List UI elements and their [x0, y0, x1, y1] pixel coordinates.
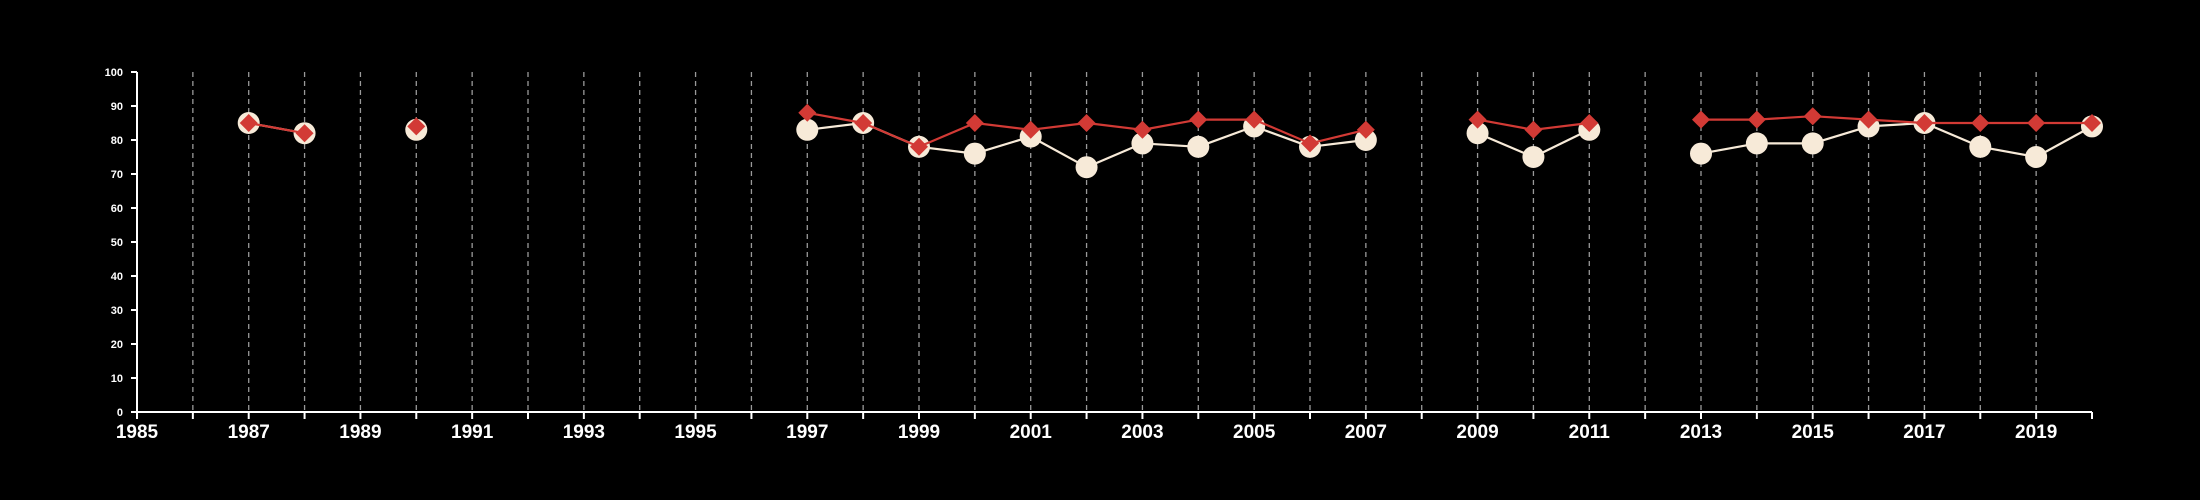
circle-point-2019 — [2025, 146, 2048, 168]
y-tick-label-50: 50 — [111, 237, 123, 249]
diamond-point-1997 — [798, 103, 817, 122]
x-tick-label-1993: 1993 — [563, 422, 605, 443]
circle-point-2007 — [1354, 129, 1377, 151]
y-tick-label-80: 80 — [111, 135, 123, 147]
circle-point-1997 — [796, 118, 819, 141]
series-1-segment-1999 — [918, 121, 976, 148]
series-1-segment-2000 — [974, 121, 1031, 131]
x-tick-label-2003: 2003 — [1121, 422, 1163, 443]
circle-point-2003 — [1131, 132, 1154, 155]
y-tick-label-70: 70 — [111, 169, 123, 181]
series-1-segment-1998 — [862, 121, 920, 148]
x-tick-label-1997: 1997 — [786, 422, 828, 443]
diamond-point-2015 — [1803, 107, 1822, 126]
y-tick-label-30: 30 — [111, 305, 123, 317]
diamond-point-2011 — [1580, 114, 1599, 132]
series-1-segment-2006 — [1309, 128, 1367, 145]
circle-point-2009 — [1466, 122, 1489, 145]
series-1-segment-2016 — [1868, 118, 1925, 125]
diamond-point-1990 — [407, 117, 426, 136]
diamond-point-2013 — [1692, 110, 1710, 129]
circle-point-2004 — [1187, 135, 1210, 158]
y-tick-label-10: 10 — [111, 373, 123, 385]
x-tick-label-2007: 2007 — [1345, 422, 1387, 443]
diamond-point-2014 — [1747, 110, 1766, 129]
diamond-point-2010 — [1524, 120, 1543, 139]
diamond-point-2009 — [1468, 110, 1487, 129]
circle-point-2002 — [1075, 156, 1098, 179]
x-tick-label-2001: 2001 — [1010, 422, 1053, 443]
diamond-point-1987 — [239, 114, 258, 132]
circle-point-2015 — [1801, 132, 1824, 155]
series-1-segment-2003 — [1142, 118, 1199, 131]
diamond-point-2000 — [965, 114, 984, 132]
y-tick-label-20: 20 — [111, 339, 123, 351]
series-1-segment-1997 — [807, 111, 864, 125]
circle-point-2013 — [1690, 142, 1712, 165]
circle-point-2010 — [1522, 146, 1545, 168]
x-tick-label-2017: 2017 — [1903, 422, 1945, 443]
x-tick-label-1989: 1989 — [339, 422, 381, 443]
y-tick-label-0: 0 — [117, 407, 123, 419]
series-1-segment-2002 — [1086, 121, 1143, 131]
x-tick-label-2005: 2005 — [1233, 422, 1276, 443]
diamond-point-2007 — [1356, 120, 1375, 139]
circle-point-2018 — [1969, 135, 1992, 158]
x-tick-label-2019: 2019 — [2015, 422, 2057, 443]
diamond-point-2018 — [1971, 114, 1990, 132]
x-tick-label-2009: 2009 — [1456, 422, 1498, 443]
diamond-point-2001 — [1021, 120, 1040, 139]
series-1-segment-2010 — [1533, 121, 1590, 131]
y-tick-label-60: 60 — [111, 203, 123, 215]
series-1-segment-2015 — [1812, 115, 1869, 121]
diamond-point-2005 — [1245, 110, 1264, 129]
series-1-segment-2005 — [1253, 118, 1311, 145]
y-tick-label-40: 40 — [111, 271, 123, 283]
diamond-point-2019 — [2027, 114, 2046, 132]
x-tick-label-1987: 1987 — [228, 422, 270, 443]
diamond-point-2016 — [1859, 110, 1878, 129]
x-tick-label-1995: 1995 — [674, 422, 717, 443]
x-tick-label-1985: 1985 — [116, 422, 159, 443]
series-1-segment-1987 — [248, 121, 305, 135]
diamond-point-2002 — [1077, 114, 1096, 132]
diamond-point-2006 — [1301, 134, 1319, 153]
x-tick-label-2013: 2013 — [1680, 422, 1722, 443]
y-tick-label-90: 90 — [111, 101, 123, 113]
diamond-point-2004 — [1189, 110, 1208, 129]
x-tick-label-1991: 1991 — [451, 422, 494, 443]
circle-point-2000 — [963, 142, 986, 165]
diamond-point-1998 — [854, 114, 873, 132]
diamond-point-2020 — [2083, 114, 2101, 132]
series-1-segment-2014 — [1756, 115, 1813, 121]
diamond-point-1999 — [910, 137, 928, 156]
diamond-point-2003 — [1133, 120, 1152, 139]
y-tick-label-100: 100 — [105, 67, 123, 79]
circle-point-2014 — [1745, 132, 1768, 155]
series-1-segment-2001 — [1030, 121, 1087, 131]
x-tick-label-2011: 2011 — [1569, 422, 1611, 443]
x-tick-label-1999: 1999 — [898, 422, 940, 443]
x-tick-label-2015: 2015 — [1792, 422, 1835, 443]
series-1-segment-2009 — [1477, 118, 1534, 131]
diamond-point-1988 — [295, 124, 314, 143]
diamond-point-2017 — [1915, 114, 1934, 132]
